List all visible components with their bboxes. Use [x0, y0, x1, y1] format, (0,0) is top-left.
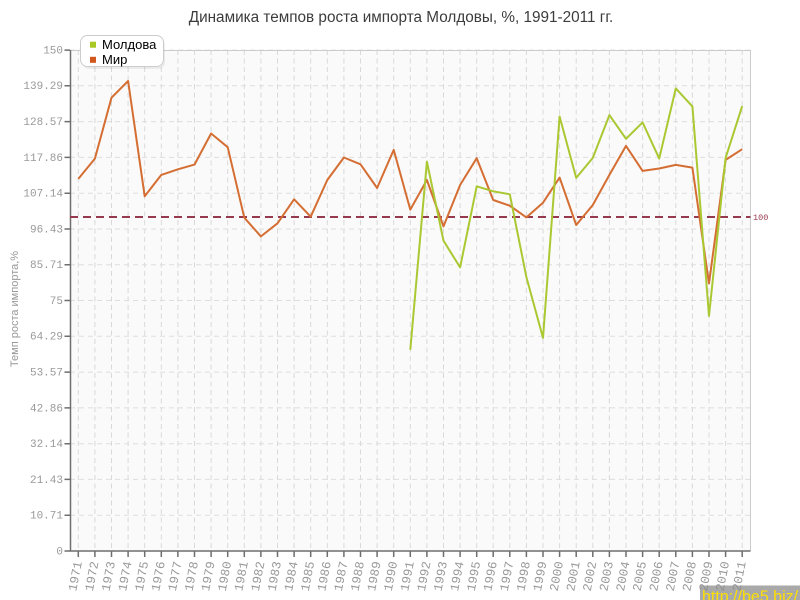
svg-text:107.14: 107.14 [23, 189, 63, 201]
svg-text:21.43: 21.43 [30, 475, 63, 487]
svg-text:1978: 1978 [183, 560, 202, 592]
svg-text:1990: 1990 [382, 560, 401, 592]
svg-text:32.14: 32.14 [30, 439, 63, 451]
svg-text:1999: 1999 [531, 560, 550, 592]
svg-text:1985: 1985 [299, 560, 318, 592]
svg-text:1995: 1995 [465, 560, 484, 592]
svg-text:1989: 1989 [365, 560, 384, 592]
svg-text:2004: 2004 [614, 560, 633, 592]
svg-text:1981: 1981 [232, 560, 251, 592]
svg-text:139.29: 139.29 [23, 81, 63, 93]
svg-text:1993: 1993 [432, 560, 451, 592]
svg-text:Темп роста импорта,%: Темп роста импорта,% [9, 251, 21, 367]
svg-text:2006: 2006 [647, 560, 666, 592]
svg-text:1977: 1977 [166, 560, 185, 592]
svg-text:2002: 2002 [581, 560, 600, 592]
svg-text:1983: 1983 [266, 560, 285, 592]
svg-text:Динамика темпов роста импорта: Динамика темпов роста импорта Молдовы, %… [189, 9, 614, 26]
svg-text:85.71: 85.71 [30, 260, 63, 272]
svg-text:0: 0 [56, 546, 63, 558]
svg-text:2008: 2008 [680, 560, 699, 592]
svg-text:1992: 1992 [415, 560, 434, 592]
svg-text:1986: 1986 [315, 560, 334, 592]
svg-text:117.86: 117.86 [23, 153, 63, 165]
svg-text:64.29: 64.29 [30, 332, 63, 344]
svg-text:2005: 2005 [631, 560, 650, 592]
svg-text:42.86: 42.86 [30, 403, 63, 415]
svg-text:1994: 1994 [448, 560, 467, 592]
svg-text:10.71: 10.71 [30, 511, 63, 523]
svg-text:1982: 1982 [249, 560, 268, 592]
svg-text:75: 75 [50, 296, 63, 308]
svg-text:2001: 2001 [564, 560, 583, 592]
svg-text:2003: 2003 [597, 560, 616, 592]
svg-text:1996: 1996 [481, 560, 500, 592]
svg-text:http://be5.biz/: http://be5.biz/ [702, 589, 799, 600]
svg-text:1988: 1988 [349, 560, 368, 592]
svg-text:1987: 1987 [332, 560, 351, 592]
svg-text:1979: 1979 [199, 560, 218, 592]
svg-text:2007: 2007 [664, 560, 683, 592]
svg-text:1991: 1991 [398, 560, 417, 592]
svg-text:1976: 1976 [149, 560, 168, 592]
svg-text:1975: 1975 [133, 560, 152, 592]
svg-text:1998: 1998 [514, 560, 533, 592]
svg-text:Мир: Мир [102, 52, 127, 67]
svg-text:53.57: 53.57 [30, 368, 63, 380]
svg-text:1984: 1984 [282, 560, 301, 592]
svg-text:1973: 1973 [100, 560, 119, 592]
svg-text:96.43: 96.43 [30, 224, 63, 236]
svg-text:Молдова: Молдова [102, 37, 157, 52]
svg-text:150: 150 [43, 46, 63, 58]
svg-text:128.57: 128.57 [23, 117, 63, 129]
svg-text:2011: 2011 [730, 560, 749, 592]
svg-text:1974: 1974 [116, 560, 135, 592]
svg-text:1997: 1997 [498, 560, 517, 592]
svg-text:1980: 1980 [216, 560, 235, 592]
svg-text:2009: 2009 [697, 560, 716, 592]
svg-text:100: 100 [753, 213, 768, 223]
svg-text:1971: 1971 [66, 560, 85, 592]
svg-text:2000: 2000 [548, 560, 567, 592]
svg-text:2010: 2010 [714, 560, 733, 592]
svg-text:1972: 1972 [83, 560, 102, 592]
